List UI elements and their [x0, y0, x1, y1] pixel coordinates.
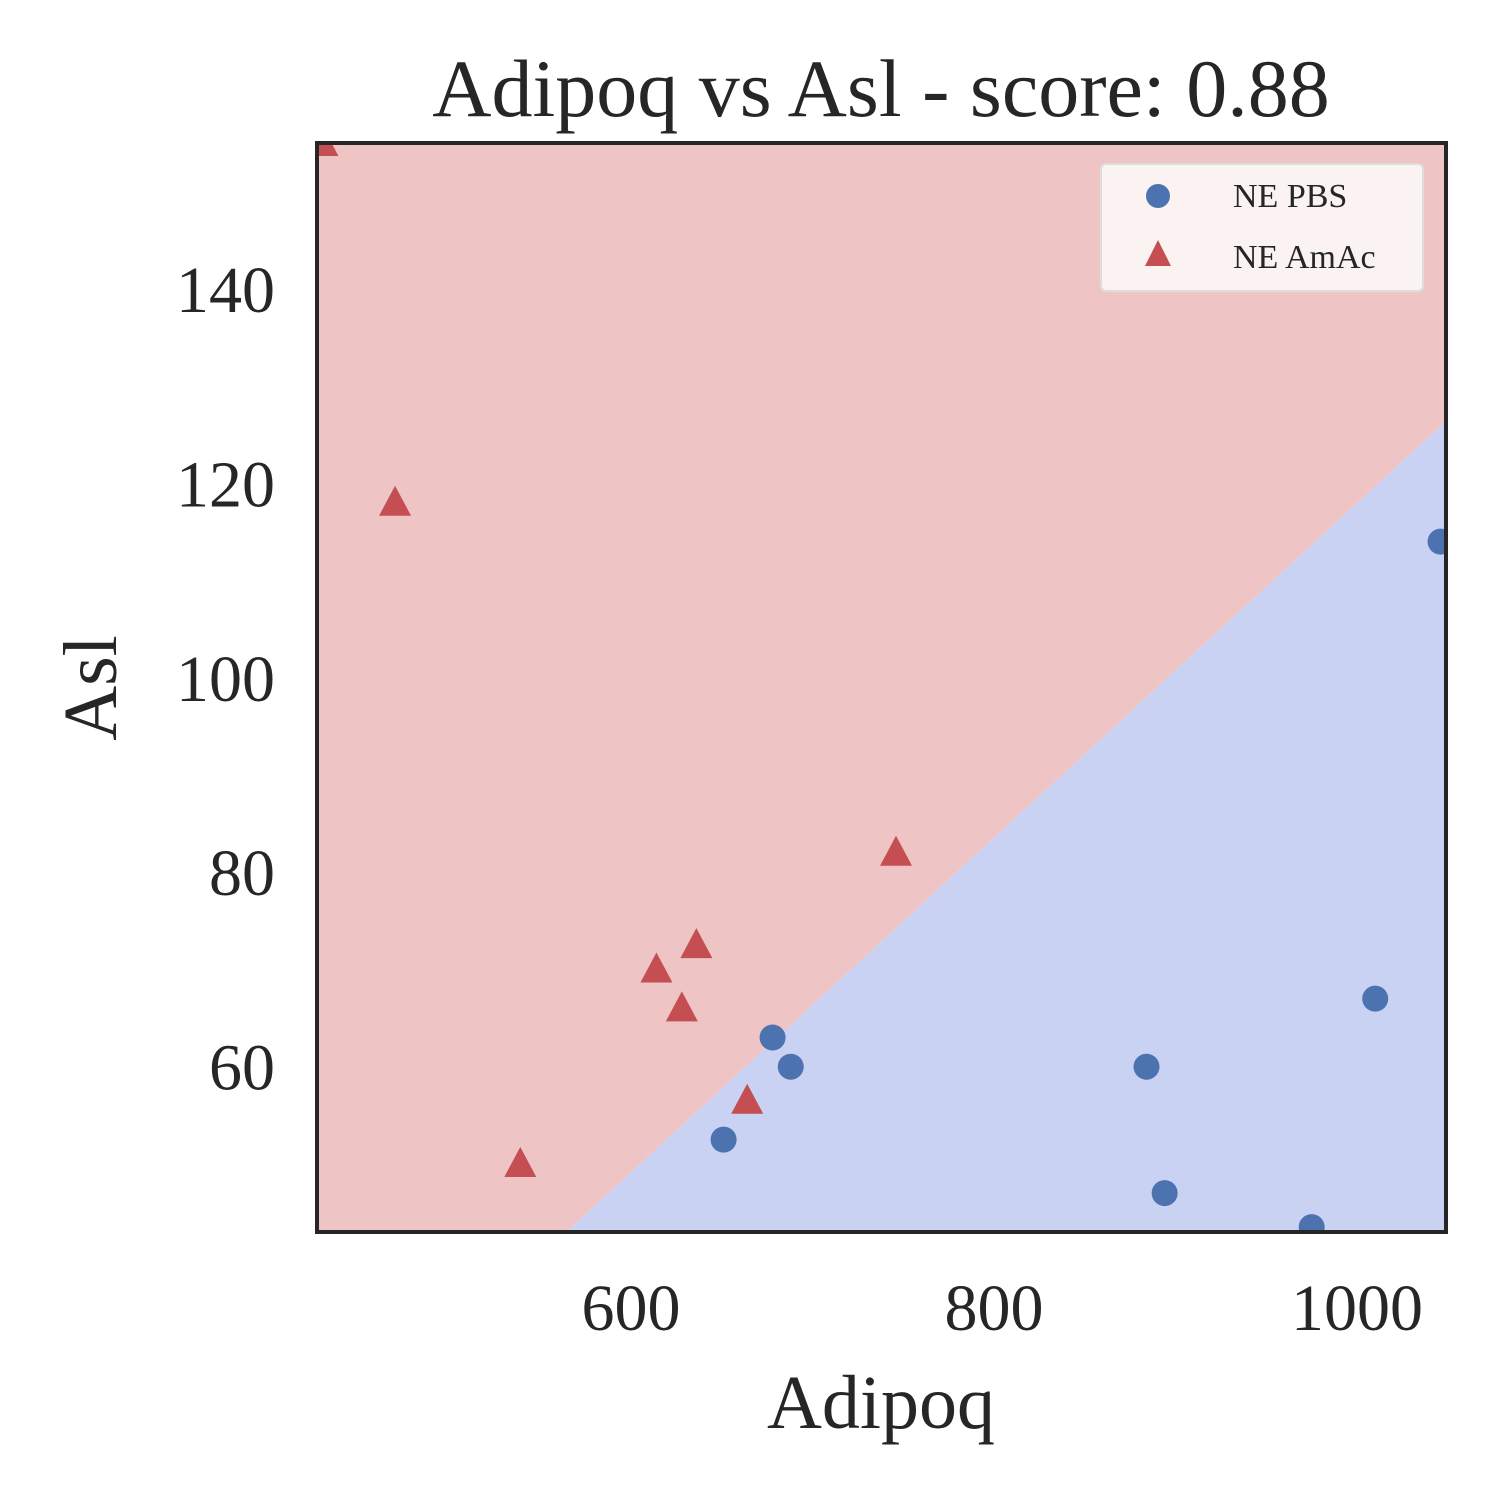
point-circle-0-4: [1298, 1214, 1325, 1232]
point-triangle-1-6: [731, 1083, 764, 1114]
x-tick-label-1000: 1000: [1291, 1272, 1423, 1345]
point-circle-0-1: [1362, 985, 1389, 1012]
point-circle-0-6: [777, 1053, 804, 1080]
region-ne-amac: [317, 143, 1446, 1232]
chart-title: Adipoq vs Asl - score: 0.88: [432, 43, 1329, 134]
point-circle-0-7: [710, 1126, 737, 1153]
y-tick-label-120: 120: [176, 448, 275, 521]
region-ne-pbs: [566, 421, 1446, 1232]
plot-frame: [315, 141, 1448, 1234]
x-axis-label: Adipoq: [767, 1361, 995, 1445]
legend-box: [1100, 163, 1424, 292]
point-circle-0-2: [1133, 1053, 1160, 1080]
y-tick-label-140: 140: [176, 254, 275, 327]
point-triangle-1-3: [640, 952, 673, 983]
point-triangle-1-7: [880, 835, 913, 866]
point-triangle-1-5: [680, 928, 713, 959]
x-axis-ticks: 600 800 1000: [582, 1272, 1424, 1345]
legend-label-ne-pbs: NE PBS: [1233, 178, 1347, 215]
legend: NE PBS NE AmAc: [1100, 163, 1424, 292]
y-tick-label-80: 80: [209, 837, 275, 910]
legend-marker-ne-amac: [1145, 240, 1171, 266]
point-triangle-1-1: [379, 485, 412, 516]
y-axis-ticks: 60 80 100 120 140: [176, 254, 275, 1105]
point-triangle-1-2: [504, 1146, 537, 1177]
x-tick-label-600: 600: [582, 1272, 681, 1345]
y-tick-label-60: 60: [209, 1032, 275, 1105]
data-points: [317, 143, 1446, 1232]
point-circle-0-0: [1427, 528, 1446, 555]
legend-marker-ne-pbs: [1146, 184, 1170, 208]
legend-label-ne-amac: NE AmAc: [1233, 239, 1376, 276]
point-triangle-1-4: [665, 991, 698, 1022]
y-tick-label-100: 100: [176, 643, 275, 716]
point-circle-0-5: [759, 1024, 786, 1051]
point-triangle-1-0: [317, 143, 339, 156]
x-tick-label-800: 800: [945, 1272, 1044, 1345]
point-circle-0-3: [1151, 1180, 1178, 1207]
y-axis-label: Asl: [49, 635, 133, 741]
